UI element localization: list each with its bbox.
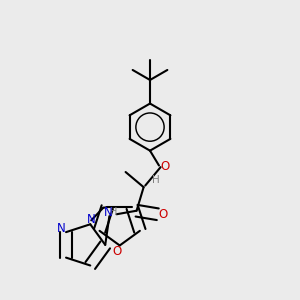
Text: N: N [87,213,96,226]
Text: O: O [158,208,168,221]
Text: N: N [56,222,65,235]
Text: H: H [152,175,160,185]
Text: O: O [160,160,169,173]
Text: N: N [104,206,113,219]
Text: H: H [110,207,118,217]
Text: O: O [112,245,122,258]
